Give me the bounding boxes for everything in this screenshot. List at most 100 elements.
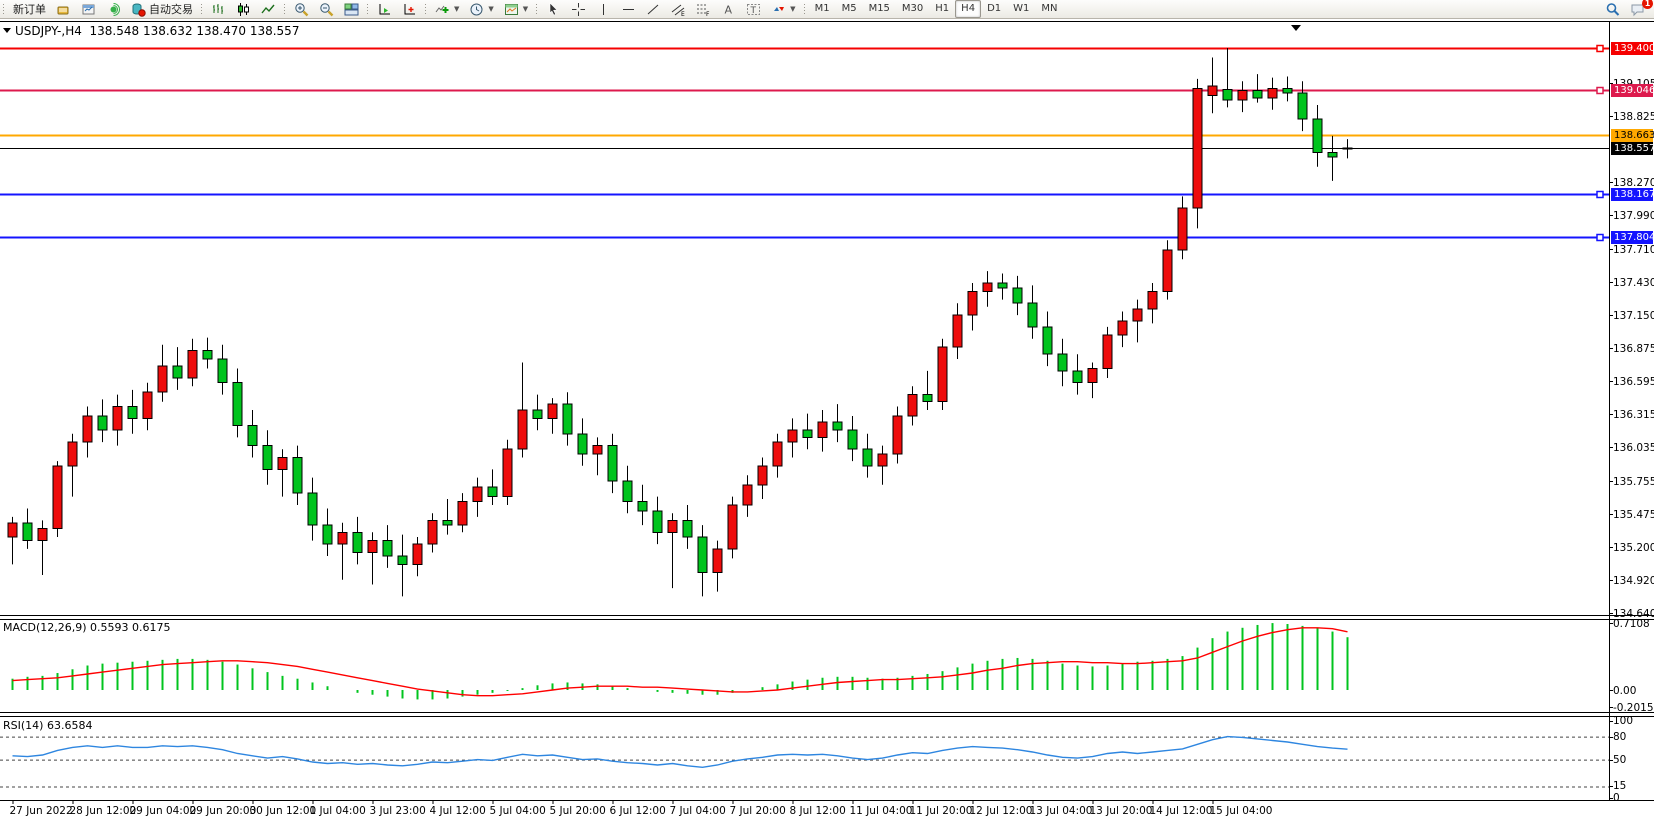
search-button[interactable]	[1600, 0, 1625, 19]
chart-symbol-period: USDJPY-,H4	[15, 24, 82, 38]
level-price-label: 137.804	[1611, 231, 1654, 244]
search-icon	[1606, 2, 1620, 16]
tile-windows-icon	[344, 3, 359, 15]
price-tick-label: 134.640	[1613, 607, 1654, 620]
time-tick-label: 5 Jul 04:00	[489, 805, 546, 817]
toolbar-grip[interactable]	[366, 3, 369, 15]
templates-button[interactable]: ▼	[499, 0, 533, 19]
drawing-tools-group: E F A T ▼	[533, 0, 800, 18]
time-tick-label: 12 Jul 12:00	[969, 805, 1033, 817]
toolbar-grip[interactable]	[283, 3, 286, 15]
clock-icon	[470, 3, 483, 15]
horizontal-line-icon	[623, 8, 635, 10]
candlestick-button[interactable]	[231, 0, 256, 19]
svg-text:T: T	[750, 6, 757, 16]
price-tick-label: 137.710	[1613, 243, 1654, 256]
autotrading-button[interactable]: 自动交易	[126, 0, 198, 19]
toolbar-grip[interactable]	[424, 3, 427, 15]
zoom-in-button[interactable]	[289, 0, 314, 19]
chart-shift-button[interactable]	[397, 0, 422, 19]
indicators-button[interactable]: ▼	[430, 0, 464, 19]
price-tick-label: 136.035	[1613, 441, 1654, 454]
zoom-out-button[interactable]	[314, 0, 339, 19]
market-watch-button[interactable]	[51, 0, 76, 19]
rsi-indicator-label: RSI(14) 63.6584	[3, 719, 92, 732]
price-tick-label: 137.990	[1613, 209, 1654, 222]
equidistant-channel-icon: E	[671, 4, 685, 17]
trendline-icon	[647, 4, 659, 14]
svg-text:A: A	[725, 3, 733, 16]
autotrading-icon	[132, 3, 146, 17]
time-tick-label: 11 Jul 20:00	[909, 805, 973, 817]
timeframe-button-D1[interactable]: D1	[987, 3, 1002, 14]
toolbar-grip[interactable]	[200, 3, 203, 15]
notifications-button[interactable]: 1	[1625, 0, 1653, 19]
timeframe-button-M5[interactable]: M5	[841, 3, 857, 14]
pane-divider-macd[interactable]	[0, 615, 1654, 620]
line-chart-button[interactable]	[256, 0, 281, 19]
axis-ticks	[12, 83, 1613, 804]
arrows-button[interactable]: ▼	[766, 0, 800, 19]
time-tick-label: 28 Jun 12:00	[69, 805, 137, 817]
chart-canvas[interactable]	[0, 19, 1654, 824]
timeframes-group: M1 M5 M15 M30 H1 H4 D1 W1 MN	[801, 0, 1064, 18]
rsi-axis-label: 50	[1613, 754, 1627, 766]
new-order-button[interactable]: 新订单	[8, 0, 51, 19]
price-tick-label: 137.150	[1613, 309, 1654, 322]
timeframe-button-MN[interactable]: MN	[1041, 3, 1058, 14]
macd-values: 0.5593 0.6175	[90, 621, 171, 634]
time-tick-label: 11 Jul 04:00	[849, 805, 913, 817]
chart-shift-marker-icon[interactable]	[1291, 25, 1301, 31]
timeframe-button-M30[interactable]: M30	[901, 3, 924, 14]
level-price-label: 138.167	[1611, 188, 1654, 201]
sound-alert-icon	[110, 2, 120, 16]
timeframe-button-M15[interactable]: M15	[868, 3, 890, 14]
timeframe-button-W1[interactable]: W1	[1013, 3, 1030, 14]
cursor-button[interactable]	[541, 0, 566, 19]
one-click-trading-arrow-icon[interactable]	[3, 28, 11, 33]
pane-divider-rsi[interactable]	[0, 712, 1654, 717]
chart-type-group	[198, 0, 281, 18]
cursor-icon	[549, 1, 558, 15]
toolbar-grip[interactable]	[2, 3, 5, 15]
dropdown-arrow-icon: ▼	[488, 5, 494, 13]
vertical-line-button[interactable]	[591, 0, 616, 19]
macd-axis-label: -0.2015	[1613, 702, 1654, 714]
time-tick-label: 7 Jul 20:00	[729, 805, 786, 817]
trendline-button[interactable]	[641, 0, 666, 19]
crosshair-button[interactable]	[566, 0, 591, 19]
bar-chart-button[interactable]	[206, 0, 231, 19]
data-window-button[interactable]	[76, 0, 101, 19]
template-icon	[504, 3, 518, 15]
price-tick-label: 136.595	[1613, 375, 1654, 388]
periods-button[interactable]: ▼	[464, 0, 498, 19]
tile-windows-button[interactable]	[339, 0, 364, 19]
timeframe-button-M1[interactable]: M1	[814, 3, 830, 14]
rsi-value: 63.6584	[46, 719, 93, 732]
timeframe-button-H1[interactable]: H1	[935, 3, 950, 14]
horizontal-line-button[interactable]	[616, 0, 641, 19]
chart-ohlc-values: 138.548 138.632 138.470 138.557	[89, 24, 300, 38]
text-label-button[interactable]: T	[741, 0, 766, 19]
auto-scroll-button[interactable]	[372, 0, 397, 19]
level-price-label: 139.046	[1611, 84, 1654, 97]
time-tick-label: 29 Jun 04:00	[129, 805, 197, 817]
dropdown-arrow-icon: ▼	[454, 5, 460, 13]
toolbar-grip[interactable]	[802, 3, 806, 15]
time-tick-label: 14 Jul 12:00	[1149, 805, 1213, 817]
vertical-line-icon	[603, 3, 605, 15]
standard-toolbar-group: 新订单 自动交易	[0, 0, 198, 18]
fibonacci-button[interactable]: F	[691, 0, 716, 19]
timeframe-button-H4[interactable]: H4	[955, 0, 982, 18]
equidistant-channel-button[interactable]: E	[666, 0, 691, 19]
macd-axis-label: 0.00	[1613, 685, 1637, 697]
time-tick-label: 6 Jul 12:00	[609, 805, 666, 817]
toolbar-grip[interactable]	[535, 3, 539, 15]
notification-badge: 1	[1642, 0, 1653, 9]
alerts-button[interactable]	[101, 0, 126, 19]
chart-frame	[0, 21, 1654, 801]
dropdown-arrow-icon: ▼	[790, 5, 796, 13]
text-button[interactable]: A	[716, 0, 741, 19]
chart-area[interactable]: USDJPY-,H4 138.548 138.632 138.470 138.5…	[0, 19, 1654, 824]
